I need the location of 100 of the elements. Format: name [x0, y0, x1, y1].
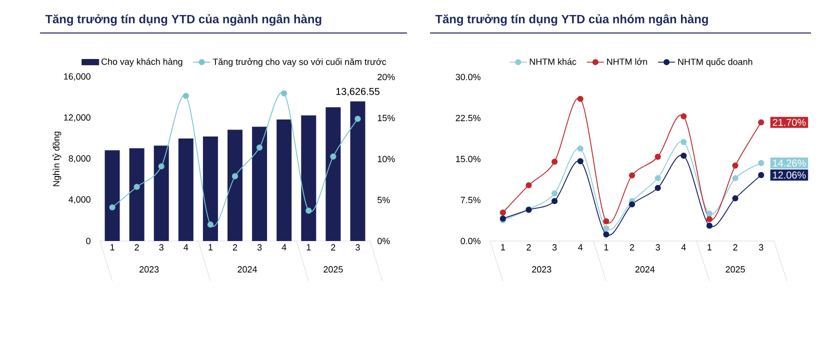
point [732, 175, 738, 182]
x-tick-label: 2 [630, 244, 634, 250]
point [158, 163, 164, 170]
y-tick-label: 15.0% [456, 156, 480, 162]
bar [202, 136, 218, 241]
text: 2023 [532, 266, 552, 273]
point [680, 113, 687, 120]
y-tick-label: 0 [86, 238, 90, 244]
bar [129, 148, 144, 241]
y-tick-label: 4,000 [68, 196, 90, 204]
bar [350, 101, 366, 241]
point [207, 222, 214, 228]
point [500, 210, 506, 216]
point [628, 172, 636, 178]
y-tick-label: 22.5% [456, 114, 480, 122]
x-tick-label: 3 [257, 244, 262, 251]
x-tick-label: 3 [356, 244, 360, 251]
point [577, 146, 584, 152]
bar [326, 107, 341, 241]
point [306, 208, 312, 214]
point [654, 184, 661, 192]
point [654, 154, 661, 160]
x-tick-label: 2 [232, 244, 238, 250]
data-label: 12.06% [773, 172, 806, 179]
x-tick-label: 3 [656, 244, 660, 251]
data-label: 21.70% [772, 118, 806, 126]
bar [178, 138, 194, 241]
point [182, 92, 189, 99]
x-tick-label: 1 [604, 244, 608, 250]
bar [154, 146, 169, 241]
y2-tick-label: 20% [378, 74, 395, 80]
point [603, 231, 610, 238]
x-tick-label: 2 [331, 244, 336, 250]
point [758, 160, 764, 166]
y-tick-label: 16,000 [64, 73, 90, 81]
point [577, 158, 584, 164]
y2-tick-label: 5% [378, 196, 390, 204]
y-tick-label: 12,000 [64, 114, 90, 122]
point [281, 90, 288, 96]
bar [276, 120, 292, 241]
point [330, 153, 336, 160]
point [354, 116, 361, 122]
y-tick-label: 0.0% [460, 238, 480, 244]
x-tick-label: 3 [159, 244, 164, 251]
x-tick-label: 4 [681, 244, 686, 250]
text: 2023 [140, 266, 159, 273]
legend-label: NHTM khác [530, 58, 576, 65]
x-tick-label: 1 [110, 244, 114, 250]
x-tick-label: 1 [501, 244, 505, 250]
text: 2024 [238, 266, 257, 273]
legend-label: Tăng trưởng cho vay so với cuối năm trước [212, 58, 386, 67]
point [552, 198, 558, 204]
x-tick-label: 3 [552, 244, 557, 251]
x-tick-label: 3 [758, 244, 764, 251]
point [706, 216, 713, 222]
x-tick-label: 1 [306, 244, 311, 250]
bar [228, 130, 243, 241]
data-label: 14.26% [773, 160, 806, 167]
point [680, 139, 687, 146]
x-tick-label: 4 [184, 244, 188, 250]
point [732, 162, 738, 169]
y2-tick-label: 15% [378, 114, 395, 122]
y-axis-title: Nghìn tỷ đồng [52, 132, 62, 186]
bar [252, 126, 268, 241]
point [706, 222, 713, 229]
point [577, 96, 584, 102]
point [758, 119, 764, 126]
point [109, 204, 116, 210]
point [603, 225, 610, 232]
point [552, 190, 558, 196]
bar [301, 115, 316, 241]
point [732, 195, 738, 202]
x-tick-label: 4 [282, 244, 286, 250]
point [552, 158, 558, 165]
x-tick-label: 2 [134, 244, 139, 250]
x-tick-label: 2 [733, 244, 738, 250]
chart-title: Tăng trưởng tín dụng YTD của nhóm ngân hàng [435, 14, 708, 26]
legend-label: Cho vay khách hàng [102, 58, 182, 67]
point [526, 182, 532, 188]
point [232, 173, 238, 180]
point [758, 172, 764, 178]
point [628, 201, 636, 208]
y-tick-label: 30.0% [456, 74, 480, 80]
text: 2025 [324, 266, 343, 273]
chart-title: Tăng trưởng tín dụng YTD của ngành ngân hàng [45, 14, 322, 26]
data-label: 13,626.55 [336, 88, 380, 96]
point [654, 175, 661, 182]
legend-label: NHTM lớn [607, 58, 648, 65]
point [134, 184, 140, 190]
text: 2025 [726, 266, 745, 273]
x-tick-label: 2 [526, 244, 531, 250]
y2-tick-label: 10% [378, 156, 395, 162]
y-tick-label: 7.5% [460, 196, 480, 204]
y2-tick-label: 0% [378, 238, 390, 244]
x-tick-label: 1 [708, 244, 712, 250]
x-tick-label: 1 [208, 244, 213, 250]
point [680, 152, 687, 159]
text: 2024 [635, 266, 655, 273]
point [256, 144, 263, 151]
point [603, 218, 610, 224]
